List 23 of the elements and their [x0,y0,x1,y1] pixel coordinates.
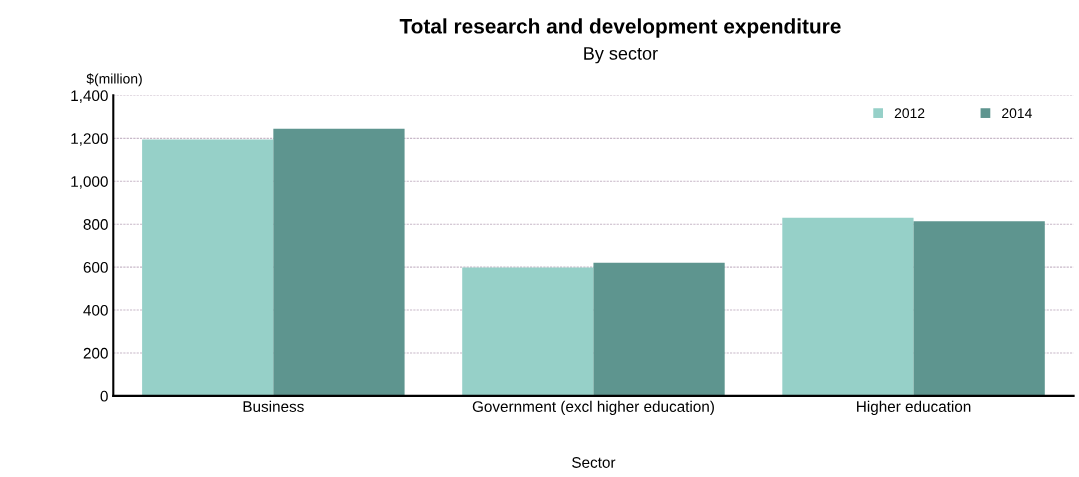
y-tick-label: 200 [83,347,108,359]
legend-label: 2012 [894,108,925,119]
x-tick-label: Higher education [857,400,971,416]
y-tick-label: 1,200 [71,133,108,146]
y-axis-title: $(million) [86,73,142,87]
bar [142,139,274,396]
chart-subtitle: By sector [584,47,658,64]
bar [273,128,405,396]
y-tick-label: 400 [83,304,108,316]
y-tick-label: 0 [100,390,108,402]
bar [462,267,594,396]
y-tick-label: 600 [83,261,108,273]
x-tick-label: Business [243,400,304,412]
y-tick-label: 800 [83,219,108,230]
chart-title: Total research and development expenditure [399,18,841,38]
bar [913,221,1045,396]
legend-label: 2014 [1002,108,1032,119]
y-tick-label: 1,000 [71,176,108,189]
bar [782,217,914,396]
x-tick-label: Government (excl higher education) [472,400,714,416]
x-axis-title: Sector [572,457,616,468]
bar [593,262,725,396]
y-tick-label: 1,400 [71,90,108,103]
